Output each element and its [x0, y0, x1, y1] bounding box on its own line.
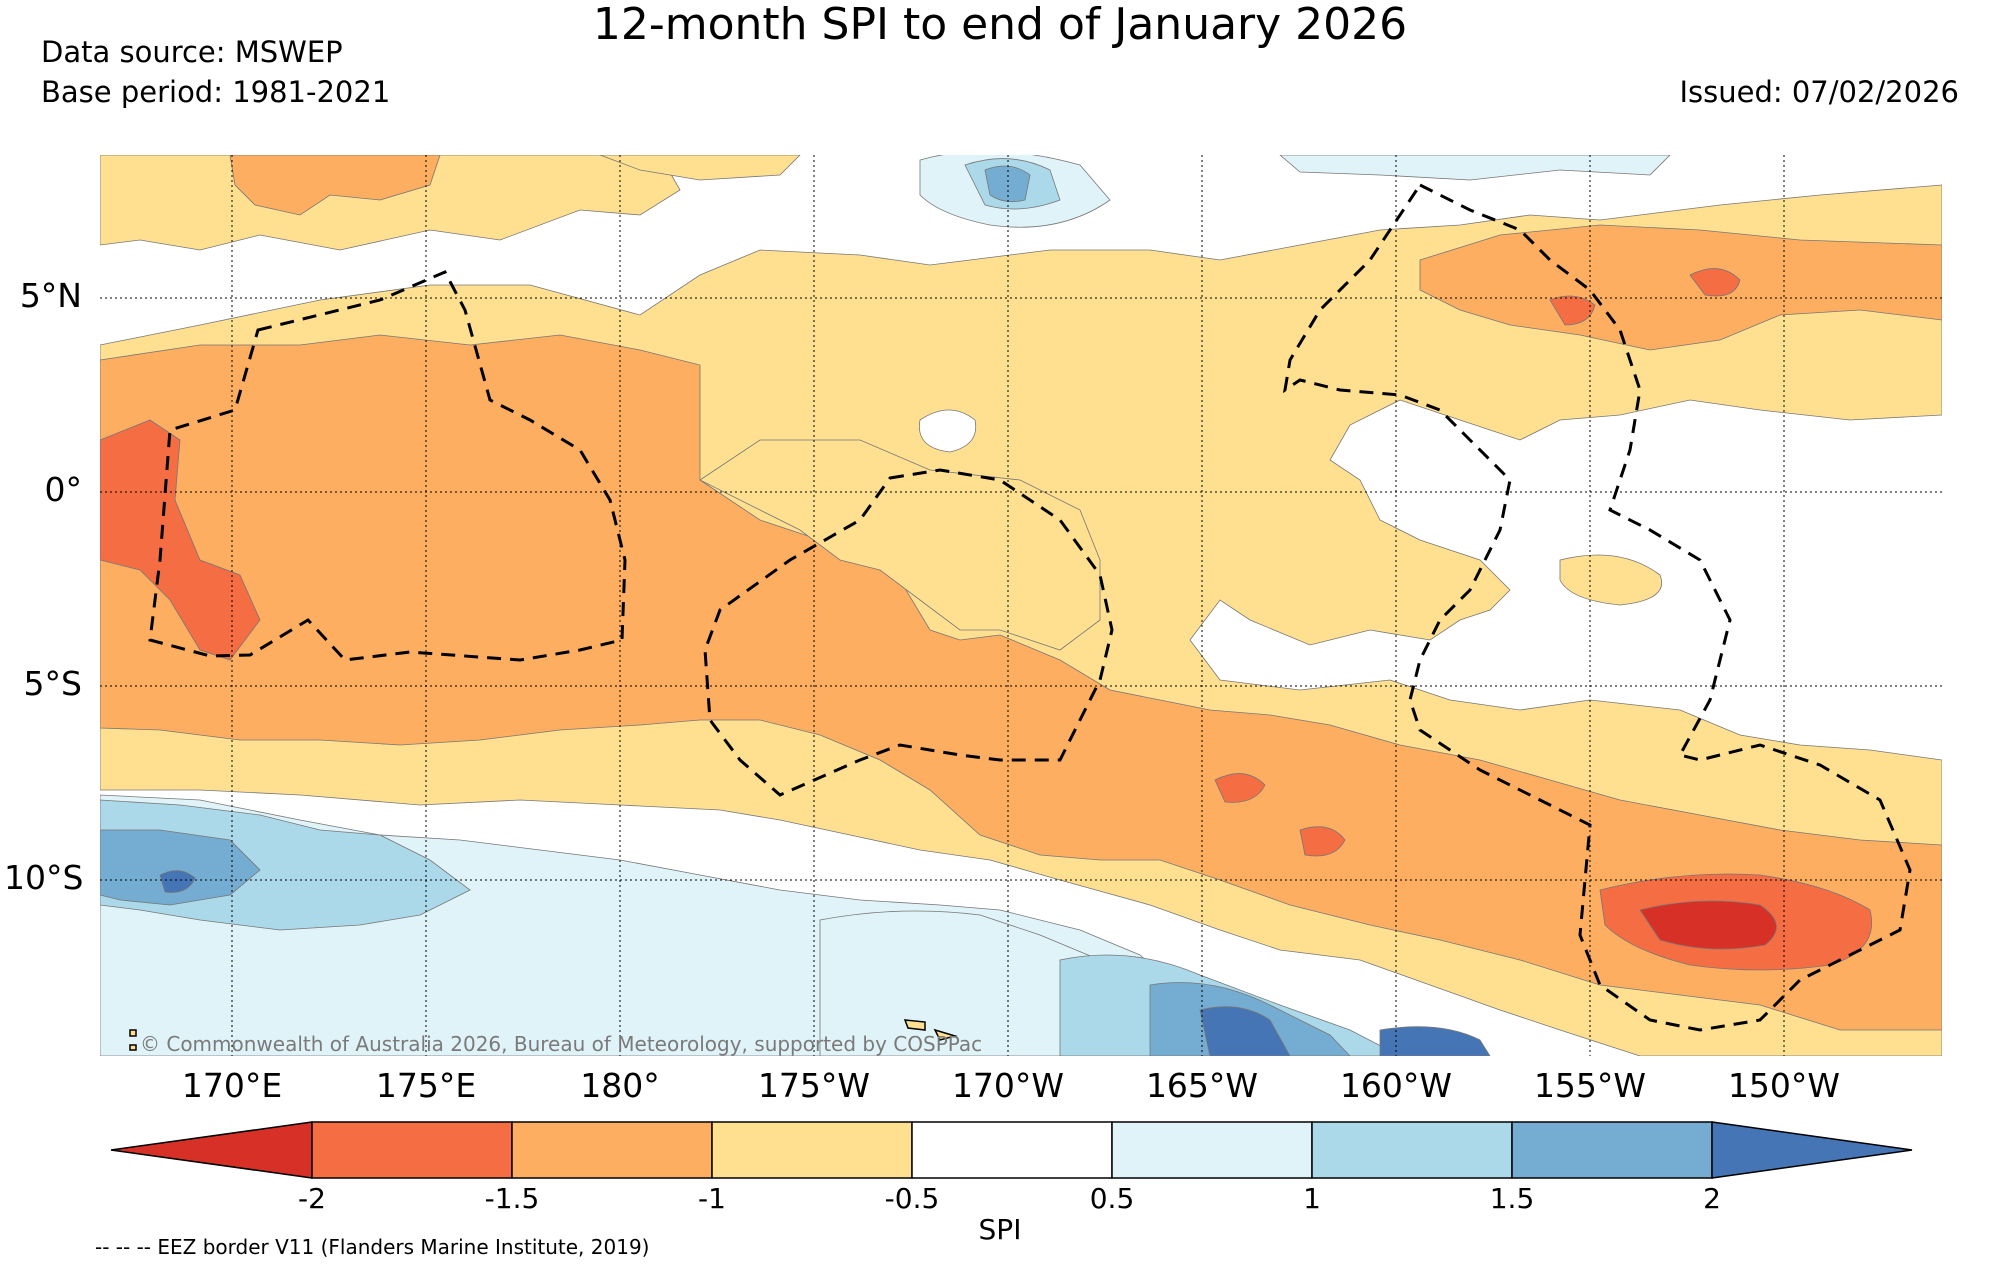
colorbar-segment	[1511, 1121, 1713, 1179]
spi-region-north-wet-core	[984, 165, 1031, 203]
eez-legend-note: -- -- -- EEZ border V11 (Flanders Marine…	[95, 1235, 650, 1259]
spi-region-north-dry-mid	[599, 155, 801, 181]
lon-label-175e: 175°E	[375, 1066, 477, 1105]
colorbar-segment-extreme-wet	[1711, 1121, 1913, 1179]
colorbar-segment	[711, 1121, 913, 1179]
spi-region-wet-southwest-strong	[100, 829, 261, 906]
islands	[129, 1019, 958, 1051]
spi-region-moderate-dry-west	[100, 334, 1942, 1031]
colorbar-tick: 1.5	[1489, 1182, 1535, 1215]
lat-label-5s: 5°S	[23, 664, 82, 703]
colorbar-segment	[1311, 1121, 1513, 1179]
spi-region-moderate-dry-northeast	[1419, 224, 1942, 351]
spi-region-wet-south-east	[1379, 1026, 1491, 1056]
colorbar-tick: -0.5	[884, 1182, 940, 1215]
copyright-notice: © Commonwealth of Australia 2026, Bureau…	[140, 1032, 983, 1056]
colorbar-tick: -2	[298, 1182, 326, 1215]
eez-borders	[148, 183, 1912, 1032]
colorbar-tick: -1	[698, 1182, 726, 1215]
colorbar-tick: -1.5	[484, 1182, 540, 1215]
colorbar-tick: 2	[1703, 1182, 1721, 1215]
colorbar-segment	[511, 1121, 713, 1179]
lon-label-170e: 170°E	[181, 1066, 283, 1105]
page-title: 12-month SPI to end of January 2026	[592, 0, 1408, 50]
base-period: Base period: 1981-2021	[41, 75, 391, 109]
colorbar-tick: 0.5	[1089, 1182, 1135, 1215]
colorbar-segment	[1111, 1121, 1313, 1179]
lat-label-10s: 10°S	[4, 858, 84, 897]
spi-region-east-normal-hole	[1559, 554, 1662, 606]
graticule	[100, 155, 1942, 1056]
lon-label-165w: 165°W	[1145, 1066, 1259, 1105]
lon-label-180: 180°	[580, 1066, 660, 1105]
lon-label-170w: 170°W	[951, 1066, 1065, 1105]
colorbar-segment-extreme-dry	[110, 1121, 313, 1179]
island	[933, 1028, 958, 1041]
island	[129, 1029, 137, 1037]
colorbar	[110, 1121, 1913, 1179]
colorbar-segment	[311, 1121, 513, 1179]
spi-region-wet-southwest-extreme	[159, 870, 196, 893]
spi-region-severe-dry-ne2	[1549, 295, 1596, 326]
lat-label-5n: 5°N	[19, 276, 82, 315]
spi-region-severe-dry-mid2	[1299, 826, 1346, 857]
spi-region-wet-south-central-extreme	[1199, 1006, 1291, 1056]
island	[903, 1019, 926, 1031]
spi-region-extreme-dry-southeast	[1639, 900, 1777, 950]
colorbar-segment	[911, 1121, 1113, 1179]
eez-border-kiribati-line-north	[1282, 183, 1912, 1032]
spi-region-central-normal	[918, 409, 977, 453]
lon-label-175w: 175°W	[757, 1066, 871, 1105]
lon-label-155w: 155°W	[1533, 1066, 1647, 1105]
spi-region-north-moderate-west	[229, 155, 441, 216]
data-source: Data source: MSWEP	[41, 35, 343, 69]
colorbar-tick: 1	[1303, 1182, 1321, 1215]
colorbar-label: SPI	[978, 1213, 1022, 1246]
lon-label-160w: 160°W	[1339, 1066, 1453, 1105]
spi-region-severe-dry-west	[100, 419, 261, 661]
spi-region-north-wet-east	[1279, 155, 1671, 181]
eez-border-kiribati-gilbert	[148, 270, 627, 662]
lon-label-150w: 150°W	[1727, 1066, 1841, 1105]
spi-region-severe-dry-mid	[1214, 773, 1266, 803]
spi-region-severe-dry-ne	[1689, 268, 1741, 297]
spi-field	[100, 155, 1942, 1056]
island	[129, 1044, 137, 1051]
issued-date: Issued: 07/02/2026	[1679, 75, 1959, 109]
lat-label-0: 0°	[44, 470, 83, 509]
